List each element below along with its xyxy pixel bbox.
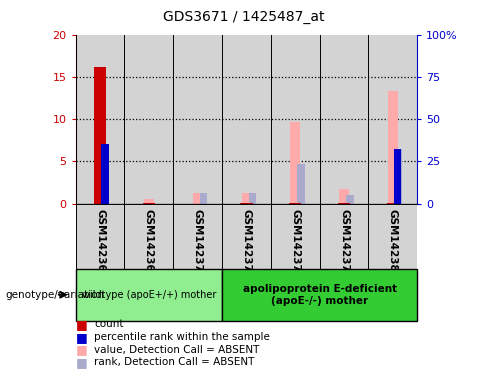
Text: count: count	[94, 319, 123, 329]
Bar	[173, 204, 222, 269]
Bar	[124, 204, 173, 269]
Text: apolipoprotein E-deficient
(apoE-/-) mother: apolipoprotein E-deficient (apoE-/-) mot…	[243, 284, 397, 306]
Bar	[200, 192, 207, 204]
Bar	[222, 204, 271, 269]
Bar	[368, 204, 417, 269]
Text: ■: ■	[76, 356, 87, 369]
Bar	[144, 199, 154, 204]
Bar	[271, 204, 320, 269]
Bar	[346, 195, 354, 204]
Bar	[76, 204, 124, 269]
Bar	[368, 35, 417, 204]
Text: GSM142370: GSM142370	[193, 209, 203, 279]
Bar	[76, 35, 124, 204]
Bar	[222, 269, 417, 321]
Text: ■: ■	[76, 343, 87, 356]
Bar	[339, 189, 349, 204]
Bar	[241, 203, 253, 204]
Bar	[394, 149, 402, 204]
Bar	[271, 35, 320, 204]
Text: GDS3671 / 1425487_at: GDS3671 / 1425487_at	[163, 10, 325, 23]
Bar	[388, 91, 398, 204]
Bar	[387, 203, 399, 204]
Bar	[124, 35, 173, 204]
Text: GSM142376: GSM142376	[339, 209, 349, 279]
Bar	[320, 35, 368, 204]
Bar	[290, 122, 300, 204]
Text: genotype/variation: genotype/variation	[5, 290, 104, 300]
Bar	[193, 194, 203, 204]
Bar	[242, 194, 251, 204]
Text: GSM142372: GSM142372	[242, 209, 251, 279]
Bar	[143, 203, 155, 204]
Text: rank, Detection Call = ABSENT: rank, Detection Call = ABSENT	[94, 358, 255, 367]
Bar	[249, 194, 256, 204]
Text: GSM142367: GSM142367	[95, 209, 105, 279]
Text: wildtype (apoE+/+) mother: wildtype (apoE+/+) mother	[81, 290, 216, 300]
Bar	[395, 149, 403, 204]
Text: GSM142369: GSM142369	[144, 209, 154, 279]
Text: value, Detection Call = ABSENT: value, Detection Call = ABSENT	[94, 345, 260, 355]
Bar	[173, 35, 222, 204]
Bar	[289, 203, 302, 204]
Text: percentile rank within the sample: percentile rank within the sample	[94, 332, 270, 342]
Bar	[298, 164, 305, 204]
Text: ■: ■	[76, 318, 87, 331]
Bar	[222, 35, 271, 204]
Bar	[338, 203, 350, 204]
Bar	[102, 144, 109, 204]
Bar	[320, 204, 368, 269]
Bar	[76, 269, 222, 321]
Text: GSM142374: GSM142374	[290, 209, 300, 279]
Bar	[94, 67, 106, 204]
Text: GSM142380: GSM142380	[388, 209, 398, 279]
Text: ■: ■	[76, 331, 87, 344]
